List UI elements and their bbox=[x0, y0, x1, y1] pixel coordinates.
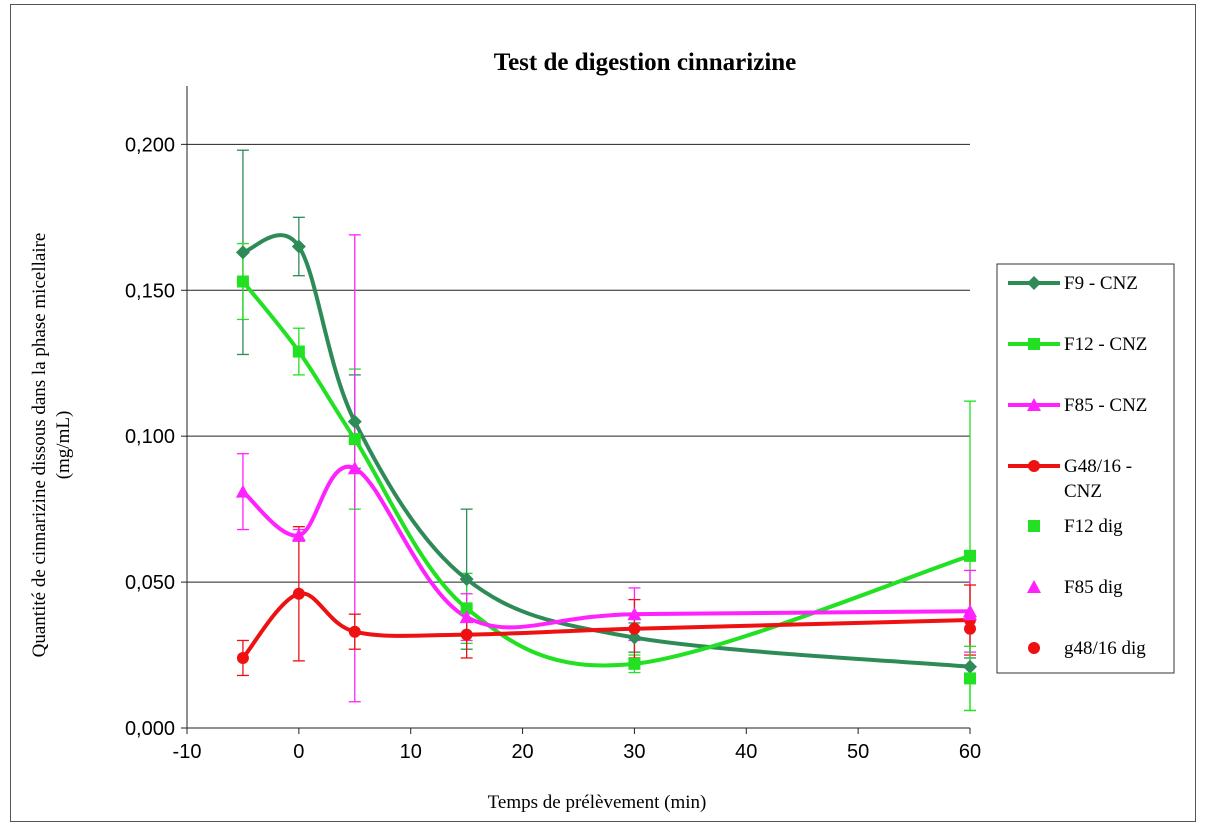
x-tick-label: -10 bbox=[173, 741, 202, 763]
data-point-f12-cnz bbox=[236, 275, 249, 288]
data-point-f12-dig bbox=[964, 672, 976, 685]
data-point-f85-dig bbox=[963, 607, 977, 621]
legend-label: F12 - CNZ bbox=[1064, 334, 1147, 355]
legend: F9 - CNZ F12 - CNZ F85 - CNZ G48/16 - CNZ F12… bbox=[996, 263, 1175, 674]
legend-marker bbox=[1028, 642, 1040, 654]
y-tick-label: 0,000 bbox=[125, 718, 175, 740]
series-line-f85-cnz bbox=[240, 464, 972, 630]
legend-label: F9 - CNZ bbox=[1064, 273, 1138, 294]
legend-item-f85-cnz: F85 - CNZ bbox=[1008, 395, 1147, 416]
legend-label: CNZ bbox=[1064, 481, 1102, 502]
legend-label: G48/16 - bbox=[1064, 456, 1132, 477]
y-tick-label: 0,200 bbox=[125, 134, 175, 156]
data-markers bbox=[235, 239, 977, 685]
legend-marker bbox=[1027, 580, 1041, 593]
y-tick-label: 0,150 bbox=[125, 280, 175, 302]
series-lines bbox=[240, 233, 972, 669]
data-point-f85-cnz bbox=[627, 607, 642, 621]
legend-marker bbox=[1027, 276, 1041, 290]
y-axis-label-group: Quantité de cinnarizine dissous dans la … bbox=[29, 233, 74, 658]
legend-label: F12 dig bbox=[1064, 516, 1123, 537]
y-tick-labels: 0,000 0,050 0,100 0,150 0,200 bbox=[125, 134, 175, 740]
data-point-f85-cnz bbox=[291, 528, 306, 542]
y-axis-label-line-2: (mg/mL) bbox=[53, 411, 74, 480]
data-point-g48-16-dig bbox=[964, 622, 976, 635]
chart-title: Test de digestion cinnarizine bbox=[494, 49, 797, 76]
y-tick-label: 0,050 bbox=[125, 572, 175, 594]
data-point-f9-cnz bbox=[235, 245, 250, 260]
data-point-f9-cnz bbox=[291, 239, 306, 254]
data-point-f85-cnz bbox=[235, 484, 250, 498]
data-point-f9-cnz bbox=[963, 659, 977, 674]
legend-item-f12-cnz: F12 - CNZ bbox=[1008, 334, 1147, 355]
x-tick-label: 50 bbox=[847, 741, 869, 763]
y-tick-label: 0,100 bbox=[125, 426, 175, 448]
legend-item-g48-16-cnz: G48/16 - CNZ bbox=[1008, 456, 1132, 502]
data-point-g48-16-cnz bbox=[628, 622, 641, 635]
legend-marker bbox=[1028, 460, 1040, 472]
data-point-f12-cnz bbox=[460, 602, 473, 615]
y-axis-label-line-1: Quantité de cinnarizine dissous dans la … bbox=[29, 233, 50, 658]
data-point-g48-16-cnz bbox=[460, 628, 473, 641]
x-axis-label: Temps de prélèvement (min) bbox=[488, 792, 707, 813]
data-point-f85-cnz bbox=[347, 461, 362, 475]
legend-box bbox=[996, 263, 1175, 674]
data-point-g48-16-cnz bbox=[236, 651, 249, 664]
legend-item-f12-dig: F12 dig bbox=[1028, 516, 1123, 537]
data-point-f12-cnz bbox=[292, 345, 305, 358]
x-tick-labels: -10 0 10 20 30 40 50 60 bbox=[173, 741, 982, 763]
data-point-g48-16-cnz bbox=[348, 625, 361, 638]
data-point-f12-cnz bbox=[964, 549, 976, 562]
legend-label: F85 - CNZ bbox=[1064, 395, 1147, 416]
legend-marker bbox=[1028, 338, 1040, 350]
data-point-f12-cnz bbox=[628, 657, 641, 670]
legend-label: g48/16 dig bbox=[1064, 638, 1146, 659]
x-tick-label: 0 bbox=[293, 741, 304, 763]
series-line-g48-16-cnz bbox=[240, 591, 972, 660]
legend-item-f9-cnz: F9 - CNZ bbox=[1008, 273, 1138, 294]
x-tick-label: 20 bbox=[511, 741, 533, 763]
legend-item-f85-dig: F85 dig bbox=[1027, 577, 1123, 598]
series-line-f9-cnz bbox=[240, 233, 972, 669]
x-tick-label: 30 bbox=[623, 741, 645, 763]
data-point-f12-cnz bbox=[348, 433, 361, 446]
x-tick-label: 10 bbox=[400, 741, 422, 763]
data-point-g48-16-cnz bbox=[292, 587, 305, 600]
axes bbox=[181, 86, 971, 734]
data-point-f9-cnz bbox=[627, 630, 642, 645]
grid-lines bbox=[187, 143, 970, 583]
data-point-f85-cnz bbox=[459, 610, 474, 624]
legend-marker bbox=[1028, 520, 1040, 532]
legend-item-g48-16-dig: g48/16 dig bbox=[1028, 638, 1146, 659]
legend-marker bbox=[1027, 398, 1041, 411]
x-tick-label: 60 bbox=[959, 741, 981, 763]
legend-label: F85 dig bbox=[1064, 577, 1123, 598]
x-tick-label: 40 bbox=[735, 741, 757, 763]
data-point-f9-cnz bbox=[347, 414, 362, 429]
data-point-f9-cnz bbox=[459, 572, 474, 587]
